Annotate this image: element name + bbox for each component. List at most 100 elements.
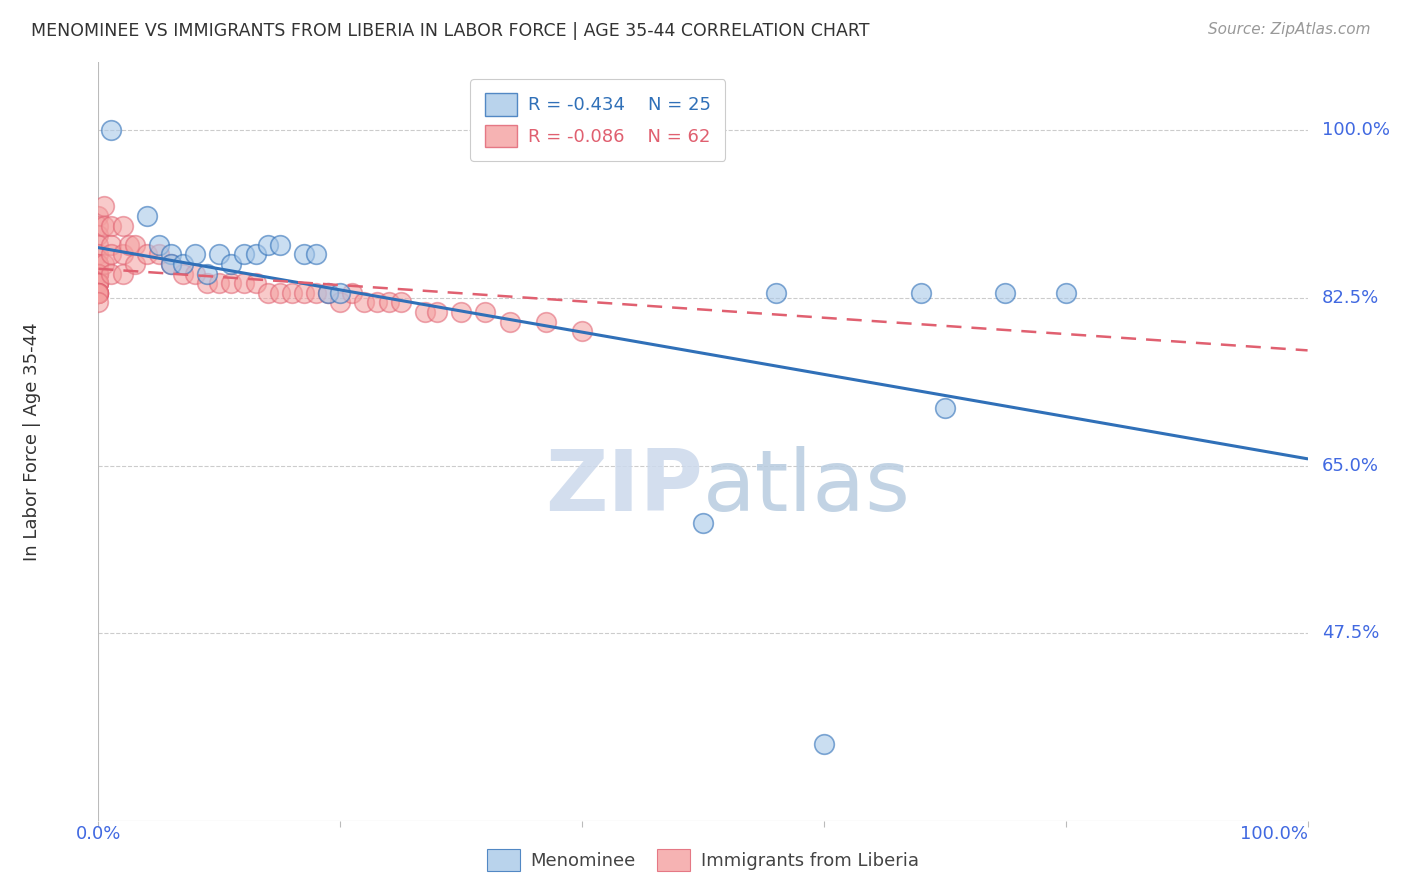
Text: 47.5%: 47.5% xyxy=(1322,624,1379,642)
Point xyxy=(221,276,243,290)
Point xyxy=(87,257,110,271)
Point xyxy=(87,276,110,290)
Text: 100.0%: 100.0% xyxy=(1322,120,1391,138)
Point xyxy=(692,516,714,530)
Text: MENOMINEE VS IMMIGRANTS FROM LIBERIA IN LABOR FORCE | AGE 35-44 CORRELATION CHAR: MENOMINEE VS IMMIGRANTS FROM LIBERIA IN … xyxy=(31,22,869,40)
Legend: R = -0.434    N = 25, R = -0.086    N = 62: R = -0.434 N = 25, R = -0.086 N = 62 xyxy=(470,79,725,161)
Point xyxy=(87,285,110,300)
Point xyxy=(100,219,122,233)
Point xyxy=(232,276,254,290)
Point xyxy=(87,276,110,290)
Point xyxy=(813,737,835,751)
Point xyxy=(305,247,328,261)
Point xyxy=(160,257,183,271)
Text: Source: ZipAtlas.com: Source: ZipAtlas.com xyxy=(1208,22,1371,37)
Point xyxy=(1054,285,1077,300)
Point xyxy=(316,285,339,300)
Text: 100.0%: 100.0% xyxy=(1240,825,1308,844)
Point xyxy=(93,257,115,271)
Point xyxy=(245,247,267,261)
Text: 65.0%: 65.0% xyxy=(1322,457,1379,475)
Point xyxy=(389,295,412,310)
Point xyxy=(232,247,254,261)
Point xyxy=(160,247,183,261)
Point xyxy=(93,199,115,213)
Text: In Labor Force | Age 35-44: In Labor Force | Age 35-44 xyxy=(22,322,41,561)
Point xyxy=(124,237,146,252)
Point xyxy=(292,285,315,300)
Point xyxy=(353,295,375,310)
Point xyxy=(208,276,231,290)
Point xyxy=(184,267,207,281)
Point xyxy=(413,305,436,319)
Point xyxy=(87,267,110,281)
Point xyxy=(111,247,134,261)
Point xyxy=(172,267,194,281)
Point xyxy=(100,122,122,136)
Text: 82.5%: 82.5% xyxy=(1322,289,1379,307)
Point xyxy=(100,247,122,261)
Point xyxy=(87,219,110,233)
Point xyxy=(124,257,146,271)
Point xyxy=(221,257,243,271)
Point xyxy=(910,285,932,300)
Point xyxy=(765,285,787,300)
Point xyxy=(87,276,110,290)
Legend: Menominee, Immigrants from Liberia: Menominee, Immigrants from Liberia xyxy=(479,842,927,879)
Point xyxy=(329,295,352,310)
Point xyxy=(118,237,141,252)
Point xyxy=(377,295,399,310)
Point xyxy=(87,285,110,300)
Point xyxy=(269,237,291,252)
Point xyxy=(160,257,183,271)
Text: ZIP: ZIP xyxy=(546,445,703,529)
Text: 0.0%: 0.0% xyxy=(76,825,121,844)
Point xyxy=(87,267,110,281)
Point xyxy=(93,219,115,233)
Point xyxy=(148,247,170,261)
Point xyxy=(172,257,194,271)
Point xyxy=(208,247,231,261)
Point xyxy=(87,276,110,290)
Point xyxy=(426,305,449,319)
Point xyxy=(100,237,122,252)
Point xyxy=(994,285,1017,300)
Point xyxy=(269,285,291,300)
Point xyxy=(87,257,110,271)
Point xyxy=(87,209,110,223)
Point xyxy=(100,267,122,281)
Point xyxy=(135,209,157,223)
Point xyxy=(87,237,110,252)
Point xyxy=(148,237,170,252)
Point xyxy=(256,237,278,252)
Point xyxy=(281,285,304,300)
Point xyxy=(498,315,520,329)
Point xyxy=(256,285,278,300)
Point xyxy=(305,285,328,300)
Point xyxy=(87,285,110,300)
Point xyxy=(195,267,218,281)
Point xyxy=(111,219,134,233)
Point xyxy=(450,305,472,319)
Point xyxy=(474,305,496,319)
Point xyxy=(87,285,110,300)
Point xyxy=(87,247,110,261)
Point xyxy=(934,401,956,415)
Text: atlas: atlas xyxy=(703,445,911,529)
Point xyxy=(195,276,218,290)
Point xyxy=(571,324,593,338)
Point xyxy=(135,247,157,261)
Point xyxy=(87,267,110,281)
Point xyxy=(245,276,267,290)
Point xyxy=(87,295,110,310)
Point xyxy=(184,247,207,261)
Point xyxy=(316,285,339,300)
Point xyxy=(342,285,364,300)
Point xyxy=(366,295,388,310)
Point xyxy=(329,285,352,300)
Point xyxy=(87,228,110,243)
Point xyxy=(111,267,134,281)
Point xyxy=(87,285,110,300)
Point xyxy=(534,315,557,329)
Point xyxy=(292,247,315,261)
